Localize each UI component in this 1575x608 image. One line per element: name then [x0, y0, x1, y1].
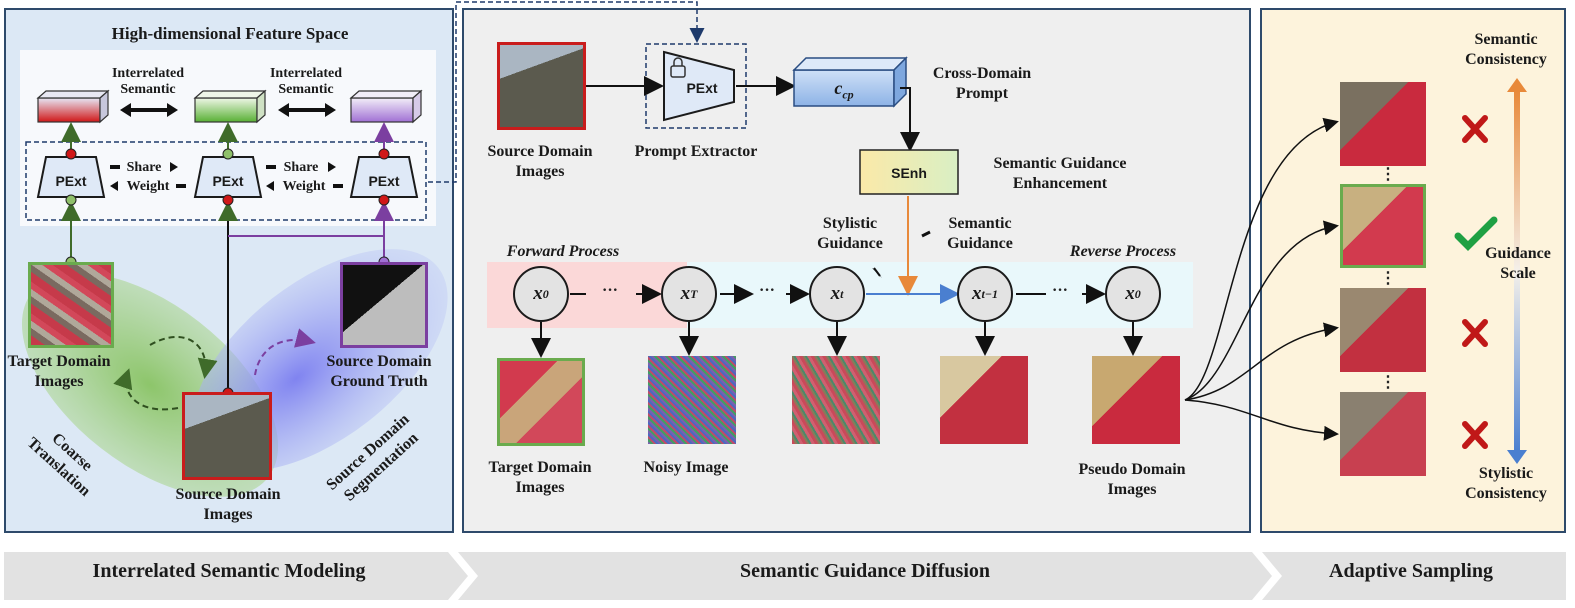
prompt-extractor-label: Prompt Extractor: [634, 143, 758, 160]
share-weight-arrows-1: [110, 162, 186, 191]
interrelated-arrow-left: [120, 103, 178, 117]
stylistic-guidance-label: Stylistic Guidance: [817, 215, 883, 252]
banner-left: [4, 552, 468, 600]
share-weight-arrows-2: [266, 162, 343, 191]
node-xt-minus-1: x t−1: [957, 266, 1013, 322]
feature-cube-green: [193, 89, 267, 124]
pseudo-domain-images-label: Pseudo Domain Images: [1078, 461, 1186, 498]
prompt-extractor-block: [663, 50, 735, 122]
share-label-2: Share: [283, 160, 319, 175]
source-domain-images-label-2: Source Domain Images: [487, 143, 593, 180]
ccp-label: ccp: [834, 78, 854, 102]
noisy-image-label: Noisy Image: [643, 459, 729, 476]
source-domain-ground-truth: [340, 262, 428, 348]
chain-dots-1: ···: [602, 282, 619, 299]
prompt-extractor-group: [645, 43, 747, 129]
sample-dots-2: ⋮: [1380, 270, 1396, 287]
senh-label: SEnh: [891, 165, 927, 181]
noisy-image: [648, 356, 736, 444]
forward-process-label: Forward Process: [506, 243, 620, 260]
chain-dots-3: ···: [1052, 282, 1069, 299]
lock-icon: [670, 57, 686, 78]
check-icon: [1454, 216, 1498, 251]
pext-label-1: PExt: [55, 173, 87, 189]
feature-cube-red: [36, 89, 110, 124]
denoised-image-xt-1: [940, 356, 1028, 444]
feature-cube-purple: [349, 89, 423, 124]
reverse-process-label: Reverse Process: [1069, 243, 1177, 260]
cross-icon: [1462, 115, 1488, 143]
semantic-guidance-label: Semantic Guidance: [947, 215, 1013, 252]
semantic-guidance-enhancement-label: Semantic Guidance Enhancement: [993, 155, 1127, 192]
weight-label-2: Weight: [282, 179, 326, 194]
pext-label-2: PExt: [212, 173, 244, 189]
sample-image-4: [1340, 392, 1426, 476]
guidance-scale-label: Guidance Scale: [1485, 245, 1551, 282]
source-domain-image-2: [497, 42, 586, 130]
target-domain-image-1: [28, 262, 114, 348]
source-domain-ground-truth-label: Source Domain Ground Truth: [326, 353, 432, 390]
pext-block-1: [36, 156, 106, 198]
cross-domain-prompt-label: Cross-Domain Prompt: [932, 65, 1032, 102]
pseudo-domain-image: [1092, 356, 1180, 444]
interrelated-semantic-label-right: Interrelated Semantic: [269, 66, 343, 97]
feature-space-title: High-dimensional Feature Space: [111, 24, 349, 43]
sample-image-1: [1340, 82, 1426, 166]
weight-label-1: Weight: [126, 179, 170, 194]
senh-block: [859, 149, 959, 195]
interrelated-semantic-label-left: Interrelated Semantic: [111, 66, 185, 97]
chain-dots-2: ···: [759, 282, 776, 299]
pext-block-3: [349, 156, 419, 198]
pext-label-3: PExt: [368, 173, 400, 189]
share-label-1: Share: [126, 160, 162, 175]
banner-right-label: Adaptive Sampling: [1329, 560, 1493, 582]
banner-left-label: Interrelated Semantic Modeling: [92, 560, 366, 582]
banner-middle: [458, 552, 1272, 600]
cross-icon: [1462, 319, 1488, 347]
cross-icon: [1462, 421, 1488, 449]
sample-image-3: [1340, 288, 1426, 372]
ccp-block: [792, 56, 908, 108]
sample-dots-3: ⋮: [1380, 374, 1396, 391]
pext-block-2: [193, 156, 263, 198]
sample-image-2: [1340, 184, 1426, 268]
target-domain-images-label-2: Target Domain Images: [488, 459, 592, 496]
target-domain-image-2: [497, 358, 585, 446]
source-domain-image-1: [182, 392, 272, 480]
noised-image-xt: [792, 356, 880, 444]
sample-dots-1: ⋮: [1380, 166, 1396, 183]
interrelated-arrow-right: [278, 103, 336, 117]
source-domain-images-label-1: Source Domain Images: [175, 486, 281, 523]
stylistic-consistency-label: Stylistic Consistency: [1465, 465, 1547, 502]
semantic-consistency-label: Semantic Consistency: [1465, 31, 1547, 68]
target-domain-images-label-1: Target Domain Images: [7, 353, 111, 390]
guidance-scale-bar: [1514, 90, 1520, 452]
prompt-extractor-pext-label: PExt: [686, 80, 718, 96]
shared-pext-group: [25, 141, 427, 221]
banner-right: [1262, 552, 1566, 600]
banner-middle-label: Semantic Guidance Diffusion: [739, 560, 991, 582]
